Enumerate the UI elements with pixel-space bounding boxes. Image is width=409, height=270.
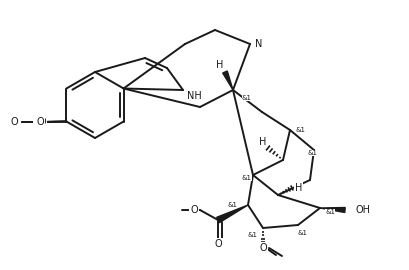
Text: &1: &1 (297, 230, 307, 236)
Text: H: H (295, 183, 302, 193)
Text: H: H (216, 60, 224, 70)
Text: O: O (259, 243, 267, 253)
Text: &1: &1 (242, 95, 252, 101)
Text: &1: &1 (242, 175, 252, 181)
Text: O: O (190, 205, 198, 215)
Text: O: O (36, 117, 44, 127)
Text: N: N (255, 39, 263, 49)
Text: H: H (259, 137, 267, 147)
Text: O: O (10, 117, 18, 127)
Text: NH: NH (187, 91, 201, 101)
Text: OH: OH (355, 205, 370, 215)
Polygon shape (320, 208, 345, 212)
Text: &1: &1 (228, 202, 238, 208)
Text: O: O (34, 117, 42, 127)
Polygon shape (223, 71, 233, 90)
Text: &1: &1 (325, 209, 335, 215)
Text: &1: &1 (307, 150, 317, 156)
Text: O: O (38, 117, 46, 127)
Text: &1: &1 (247, 232, 257, 238)
Text: &1: &1 (295, 127, 305, 133)
Text: O: O (214, 239, 222, 249)
Polygon shape (217, 205, 248, 223)
